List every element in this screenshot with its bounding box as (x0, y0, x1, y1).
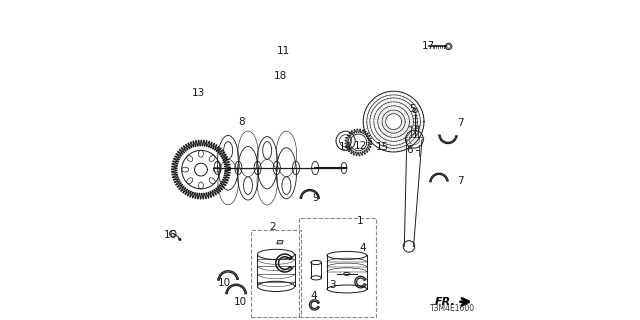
Text: 17: 17 (422, 41, 435, 52)
Text: 14: 14 (339, 142, 352, 152)
Bar (410, 126, 412, 127)
Text: FR.: FR. (435, 297, 456, 307)
Text: 10: 10 (218, 278, 230, 288)
Text: 5: 5 (410, 104, 416, 114)
Text: 18: 18 (274, 71, 287, 81)
Text: 16: 16 (164, 230, 177, 240)
Text: 15: 15 (376, 142, 389, 152)
Text: 6: 6 (406, 145, 413, 156)
Bar (300, 218, 376, 317)
Text: 7: 7 (458, 118, 464, 128)
Text: 4: 4 (360, 243, 367, 253)
Text: 1: 1 (356, 216, 364, 226)
Text: 7: 7 (458, 176, 464, 186)
Text: 8: 8 (238, 116, 245, 127)
Text: 4: 4 (310, 291, 317, 301)
Polygon shape (277, 241, 283, 244)
Text: 12: 12 (353, 140, 367, 151)
Bar (251, 230, 301, 317)
Text: 3: 3 (330, 280, 336, 290)
Text: 11: 11 (276, 46, 290, 56)
Text: T3M4E1600: T3M4E1600 (430, 304, 475, 313)
Text: 9: 9 (312, 193, 319, 204)
Circle shape (179, 238, 181, 241)
Text: 2: 2 (269, 222, 276, 232)
Bar (417, 126, 420, 127)
Text: 10: 10 (234, 297, 246, 308)
Text: 13: 13 (192, 88, 205, 98)
